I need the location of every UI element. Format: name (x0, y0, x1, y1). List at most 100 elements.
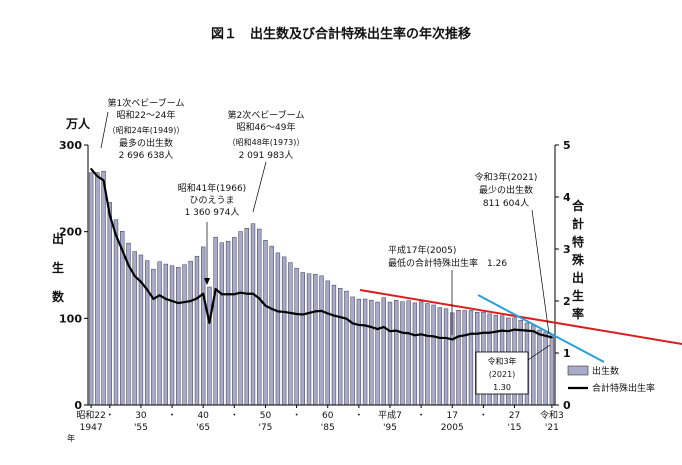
rate-point-1985 (326, 312, 329, 315)
bar-1951 (113, 219, 119, 406)
rate-point-1961 (177, 302, 180, 304)
left-axis-label-0: 出 (52, 231, 64, 246)
x-tick-label-top-7: ・ (292, 411, 301, 421)
bar-1982 (306, 273, 312, 406)
bar-1983 (313, 273, 318, 406)
rate-point-2010 (482, 331, 485, 334)
rate-point-1995 (389, 330, 391, 333)
bar-1973 (250, 223, 256, 406)
rate-point-2021 (550, 336, 553, 339)
bar-1996 (394, 300, 399, 406)
rate-point-2020 (544, 334, 547, 337)
bar-1988 (344, 290, 349, 406)
bar-2007 (462, 310, 467, 406)
left-tick-label-0: 0 (74, 399, 82, 412)
rate-point-2007 (463, 334, 466, 337)
bar-2002 (431, 304, 436, 406)
annotation-lowest-rate: 平成17年(2005) 最低の合計特殊出生率 1.26 (388, 244, 507, 269)
annotation-lowest-rate-line-1: 最低の合計特殊出生率 1.26 (388, 257, 507, 269)
rate-point-2008 (470, 332, 472, 335)
rate-point-2009 (476, 332, 479, 335)
rate-point-1993 (376, 328, 379, 330)
x-tick-label-bottom-14: '15 (508, 423, 522, 433)
right-axis-label-2: 特 (572, 234, 584, 249)
bar-1969 (225, 240, 231, 406)
rate-point-1966 (208, 321, 211, 324)
bar-2004 (443, 308, 449, 406)
left-tick-label-100: 100 (59, 312, 82, 325)
right-tick-label-3: 3 (563, 243, 571, 256)
right-axis-label-1: 計 (572, 216, 584, 231)
annotation-fewest-births-leader (531, 209, 550, 335)
legend-line-label: 合計特殊出生率 (592, 382, 655, 394)
x-tick-label-bottom-8: '85 (321, 423, 335, 433)
x-tick-label-bottom-15: '21 (545, 423, 559, 433)
rate-point-2015 (513, 328, 516, 331)
annotation-fewest-births-line-2: 811 604人 (483, 198, 529, 209)
bar-1963 (188, 260, 193, 406)
x-tick-label-bottom-2: '55 (134, 423, 148, 433)
annotation-r3-rate-line-0: 令和3年 (487, 356, 516, 366)
annotation-r3-rate-line-2: 1.30 (493, 383, 511, 392)
bar-1955 (138, 254, 144, 406)
right-axis-label-0: 合 (572, 198, 585, 213)
rate-point-1957 (152, 298, 155, 300)
x-tick-label-top-10: 平成7 (378, 409, 402, 421)
x-tick-label-top-4: 40 (197, 411, 209, 421)
bar-1949 (101, 171, 106, 406)
bar-1999 (412, 302, 418, 406)
annotation-boom1-line-0: 第1次ベビーブーム (108, 97, 185, 109)
x-tick-label-bottom-4: '65 (196, 423, 210, 433)
bar-1960 (169, 265, 175, 406)
bar-1997 (400, 301, 405, 406)
annotation-hinoeuma-line-0: 昭和41年(1966) (178, 182, 246, 194)
right-tick-label-4: 4 (563, 191, 571, 204)
rate-point-1996 (395, 329, 398, 332)
annotation-hinoeuma: 昭和41年(1966) ひのえうま 1 360 974人 (178, 182, 246, 218)
rate-point-1999 (414, 334, 416, 337)
bar-1965 (201, 246, 206, 406)
rate-point-1951 (115, 234, 117, 237)
bar-1994 (381, 297, 386, 406)
blue-trend-line (477, 294, 605, 363)
x-tick-label-top-14: 27 (509, 411, 520, 421)
left-tick-label-300: 300 (59, 139, 82, 152)
rate-point-2016 (519, 329, 522, 332)
annotation-boom1-line-1: 昭和22～24年 (117, 109, 176, 121)
rate-point-1964 (196, 297, 198, 300)
bar-1950 (107, 202, 112, 406)
bar-1975 (263, 240, 268, 406)
rate-point-1962 (183, 301, 186, 303)
annotation-fewest-births-line-1: 最少の出生数 (479, 184, 533, 196)
bar-1992 (369, 299, 374, 406)
rate-point-2012 (494, 330, 497, 333)
rate-point-1975 (264, 304, 267, 307)
bar-1981 (300, 272, 306, 406)
rate-point-1955 (140, 280, 142, 283)
bar-1970 (232, 237, 237, 406)
x-tick-label-top-0: 昭和22 (76, 410, 105, 421)
rate-point-2018 (532, 330, 535, 333)
right-axis-label-3: 殊 (571, 252, 585, 267)
bar-1964 (194, 255, 200, 406)
bar-1968 (219, 242, 225, 406)
rate-point-2003 (438, 337, 441, 339)
x-era-char: 年 (67, 433, 75, 443)
x-tick-label-top-1: ・ (105, 411, 114, 421)
x-tick-label-top-13: ・ (479, 411, 488, 421)
x-tick-label-top-12: 17 (447, 411, 458, 421)
annotation-boom2-leader (252, 161, 267, 213)
rate-point-1970 (233, 293, 236, 296)
bar-1977 (275, 252, 281, 406)
bar-1987 (338, 288, 343, 406)
rate-point-2006 (457, 335, 460, 338)
bar-1991 (362, 298, 368, 406)
rate-point-1986 (333, 314, 335, 317)
bar-1990 (356, 298, 362, 406)
x-tick-label-top-11: ・ (417, 411, 426, 421)
rate-point-1990 (357, 324, 360, 326)
bar-2019 (537, 329, 542, 406)
rate-point-1987 (339, 316, 342, 319)
